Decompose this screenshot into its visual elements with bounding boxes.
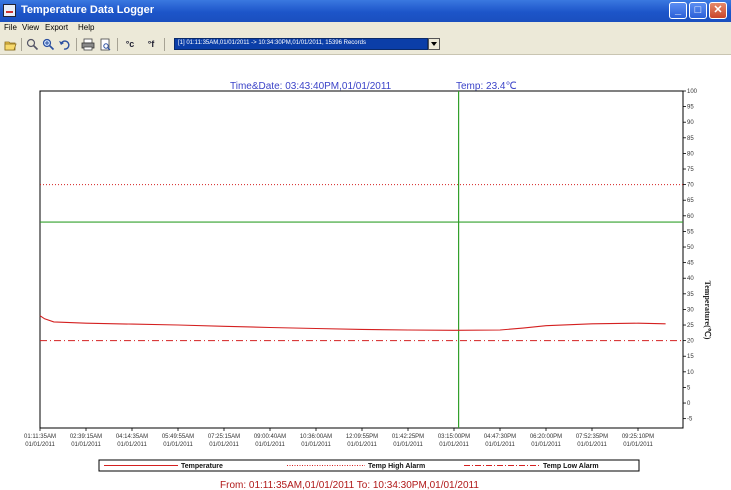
y-tick-label: -5 [687,417,693,423]
x-tick-time: 02:39:15AM [70,434,102,440]
record-range-value: [1] 01:11:35AM,01/01/2011 -> 10:34:30PM,… [178,40,366,46]
y-tick-label: 90 [687,120,694,126]
minimize-icon[interactable]: _ [669,2,687,19]
y-tick-label: 75 [687,167,694,173]
x-tick-time: 07:25:15AM [208,434,240,440]
y-tick-label: 60 [687,214,694,220]
menu-export[interactable]: Export [45,23,69,32]
y-tick-label: 95 [687,105,694,111]
temperature-chart[interactable]: Time&Date: 03:43:40PM,01/01/2011 Temp: 2… [0,55,731,490]
x-tick-date: 01/01/2011 [209,442,239,448]
series-lines [39,315,666,331]
record-range-select[interactable]: [1] 01:11:35AM,01/01/2011 -> 10:34:30PM,… [174,38,428,50]
legend-label-high-alarm: Temp High Alarm [368,463,425,470]
x-tick-date: 01/01/2011 [439,442,469,448]
x-tick-date: 01/01/2011 [301,442,331,448]
cursor-time-date: Time&Date: 03:43:40PM,01/01/2011 [230,81,392,92]
y-tick-label: 65 [687,198,694,204]
y-tick-label: 5 [687,385,691,391]
x-tick-date: 01/01/2011 [255,442,285,448]
x-tick-date: 01/01/2011 [531,442,561,448]
zoom-in-icon[interactable] [26,38,39,51]
alarm-lines [40,184,683,342]
cursor-temp: Temp: 23.4℃ [456,81,517,92]
fahrenheit-icon[interactable]: °f [147,39,155,49]
plot-area[interactable] [39,90,684,429]
y-tick-label: 0 [687,401,691,407]
print-preview-icon[interactable] [99,38,112,51]
x-tick-time: 07:52:35PM [576,434,608,440]
x-tick-time: 09:25:10PM [622,434,654,440]
zoom-out-icon[interactable] [42,38,55,51]
x-tick-time: 06:20:00PM [530,434,562,440]
maximize-icon[interactable]: □ [689,2,707,19]
y-tick-label: 20 [687,339,694,345]
x-tick-time: 01:42:25PM [392,434,424,440]
menu-view[interactable]: View [22,23,40,32]
chevron-down-icon[interactable] [428,38,440,50]
y-tick-label: 15 [687,354,694,360]
y-tick-label: 80 [687,151,694,157]
app-icon [3,4,16,17]
y-tick-label: 45 [687,261,694,267]
x-tick-time: 03:15:00PM [438,434,470,440]
close-icon[interactable]: ✕ [709,2,727,19]
x-tick-date: 01/01/2011 [25,442,55,448]
x-tick-date: 01/01/2011 [577,442,607,448]
x-tick-time: 09:00:40AM [254,434,286,440]
x-tick-time: 01:11:35AM [24,434,56,440]
x-tick-date: 01/01/2011 [347,442,377,448]
x-tick-date: 01/01/2011 [485,442,515,448]
legend: Temperature Temp High Alarm Temp Low Ala… [98,459,640,472]
x-tick-date: 01/01/2011 [71,442,101,448]
menu-file[interactable]: File [4,23,17,32]
crosshair-cursor[interactable] [40,91,683,428]
y-tick-label: 70 [687,183,694,189]
x-tick-date: 01/01/2011 [393,442,423,448]
legend-label-low-alarm: Temp Low Alarm [543,463,599,470]
series-line-temperature [39,315,666,331]
menu-help[interactable]: Help [78,23,95,32]
y-tick-label: 55 [687,229,694,235]
y-tick-label: 30 [687,307,694,313]
y-tick-label: 100 [687,89,698,95]
footer-range: From: 01:11:35AM,01/01/2011 To: 10:34:30… [220,480,479,490]
menu-bar: File View Export Help [0,22,731,35]
window-title: Temperature Data Logger [21,4,155,16]
y-tick-label: 85 [687,136,694,142]
print-icon[interactable] [81,38,95,51]
open-icon[interactable] [4,38,17,51]
x-tick-time: 04:14:35AM [116,434,148,440]
y-tick-label: 25 [687,323,694,329]
y-axis: 1009590858075706560555045403530252015105… [683,89,698,423]
undo-icon[interactable] [58,38,71,51]
y-tick-label: 40 [687,276,694,282]
title-bar[interactable]: Temperature Data Logger _ □ ✕ [0,0,731,22]
y-tick-label: 50 [687,245,694,251]
x-axis: 01:11:35AM 01/01/2011 02:39:15AM 01/01/2011… [24,428,654,448]
x-tick-time: 10:36:00AM [300,434,332,440]
legend-label-temperature: Temperature [181,463,223,470]
y-axis-label: Temperature(℃) [703,281,712,340]
x-tick-date: 01/01/2011 [117,442,147,448]
x-tick-time: 04:47:30PM [484,434,516,440]
x-tick-time: 05:49:55AM [162,434,194,440]
x-tick-date: 01/01/2011 [163,442,193,448]
x-tick-date: 01/01/2011 [623,442,653,448]
celsius-icon[interactable]: °c [125,39,135,49]
x-tick-time: 12:09:55PM [346,434,378,440]
toolbar: °c °f [1] 01:11:35AM,01/01/2011 -> 10:34… [0,35,731,55]
legend-box [98,459,640,472]
y-tick-label: 35 [687,292,694,298]
y-tick-label: 10 [687,370,694,376]
